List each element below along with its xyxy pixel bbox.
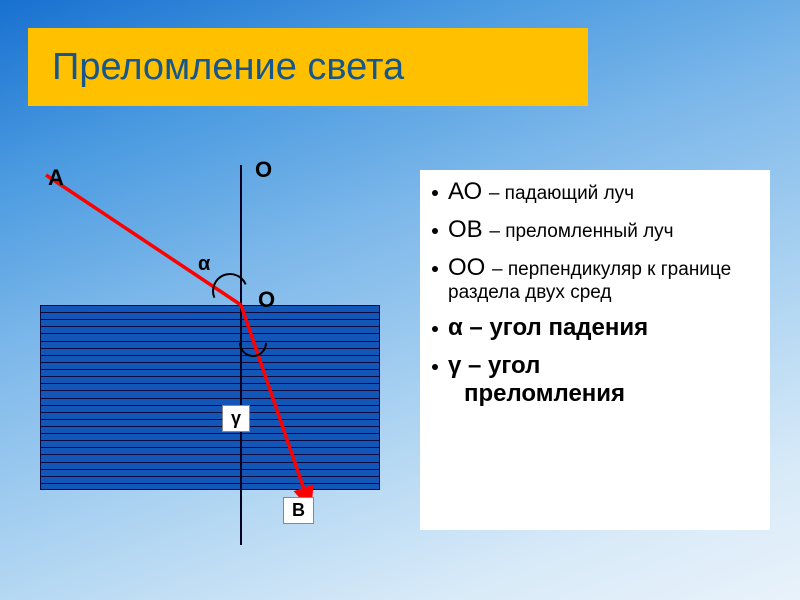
legend-item: АО – падающий луч xyxy=(432,178,758,206)
label-b: В xyxy=(283,497,314,524)
legend-item: ОВ – преломленный луч xyxy=(432,216,758,244)
label-o-mid: О xyxy=(258,287,275,313)
diagram: А О О α γ В xyxy=(40,165,390,555)
bullet-icon xyxy=(432,190,438,196)
bullet-icon xyxy=(432,266,438,272)
title-text: Преломление света xyxy=(52,46,404,89)
legend-item: ОО – перпендикуляр к границе раздела дву… xyxy=(432,254,758,304)
rays-svg xyxy=(40,165,390,555)
legend-text: АО – падающий луч xyxy=(448,178,758,206)
legend-key: α – xyxy=(448,314,489,341)
label-o-top: О xyxy=(255,157,272,183)
legend-key: АО xyxy=(448,178,489,205)
label-alpha: α xyxy=(198,253,210,276)
legend-key: γ – xyxy=(448,352,488,379)
legend-item: γ – уголпреломления xyxy=(432,352,758,408)
legend-key: ОВ xyxy=(448,216,489,243)
legend-desc: – преломленный луч xyxy=(489,221,673,242)
legend-text: α – угол падения xyxy=(448,314,758,342)
bullet-icon xyxy=(432,326,438,332)
legend-box: АО – падающий лучОВ – преломленный лучОО… xyxy=(420,170,770,530)
legend-desc: – падающий луч xyxy=(489,183,634,204)
legend-text: ОО – перпендикуляр к границе раздела дву… xyxy=(448,254,758,304)
title-bar: Преломление света xyxy=(28,28,588,106)
label-gamma: γ xyxy=(222,405,250,432)
legend-text: γ – уголпреломления xyxy=(448,352,758,408)
legend-desc: угол xyxy=(488,352,540,379)
legend-desc: угол падения xyxy=(489,314,648,341)
bullet-icon xyxy=(432,364,438,370)
label-a: А xyxy=(48,165,64,191)
bullet-icon xyxy=(432,228,438,234)
legend-item: α – угол падения xyxy=(432,314,758,342)
legend-text: ОВ – преломленный луч xyxy=(448,216,758,244)
legend-list: АО – падающий лучОВ – преломленный лучОО… xyxy=(432,178,758,408)
legend-continuation: преломления xyxy=(464,380,758,408)
legend-key: ОО xyxy=(448,254,492,281)
